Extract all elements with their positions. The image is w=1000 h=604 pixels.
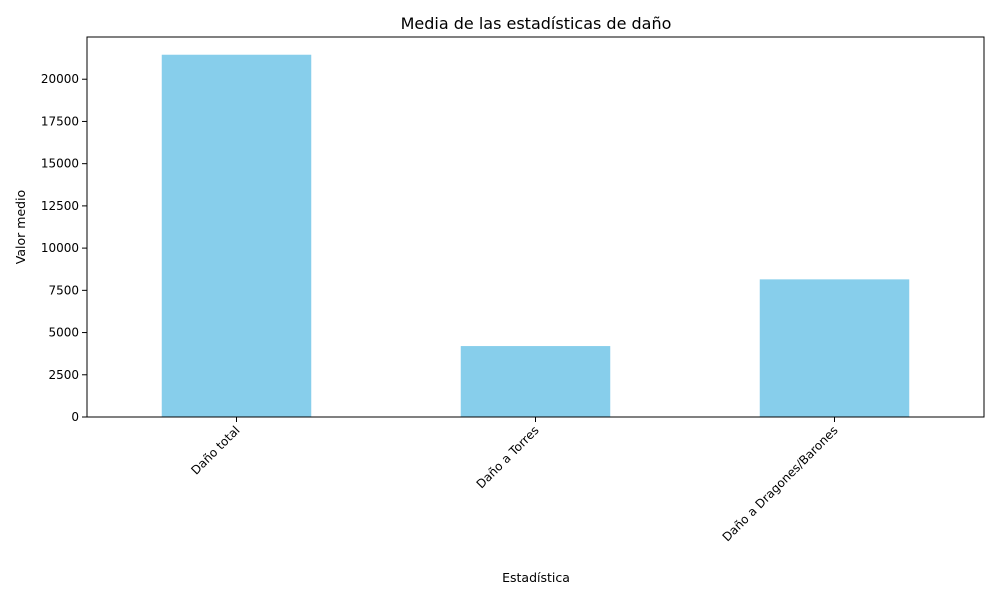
y-tick-label: 10000 [41,241,79,255]
y-tick-label: 0 [71,410,79,424]
bars-layer [161,54,910,417]
bar-0 [161,54,312,417]
y-tick-label: 2500 [48,368,79,382]
chart-title: Media de las estadísticas de daño [401,14,672,33]
y-tick-label: 5000 [48,326,79,340]
x-axis: Daño total Daño a Torres Daño a Dragones/B… [188,417,841,544]
x-tick-label: Daño a Dragones/Barones [720,423,841,544]
y-tick-label: 7500 [48,283,79,297]
x-tick-label: Daño a Torres [474,423,542,491]
y-axis-label: Valor medio [13,190,28,264]
y-tick-label: 20000 [41,72,79,86]
x-tick-label: Daño total [188,423,242,477]
y-axis: 0 2500 5000 7500 10000 12500 15000 17500 20000 [41,72,87,424]
y-tick-label: 17500 [41,114,79,128]
bar-2 [759,279,910,417]
x-axis-label: Estadística [502,570,570,585]
bar-1 [460,346,611,417]
y-tick-label: 15000 [41,157,79,171]
y-tick-label: 12500 [41,199,79,213]
